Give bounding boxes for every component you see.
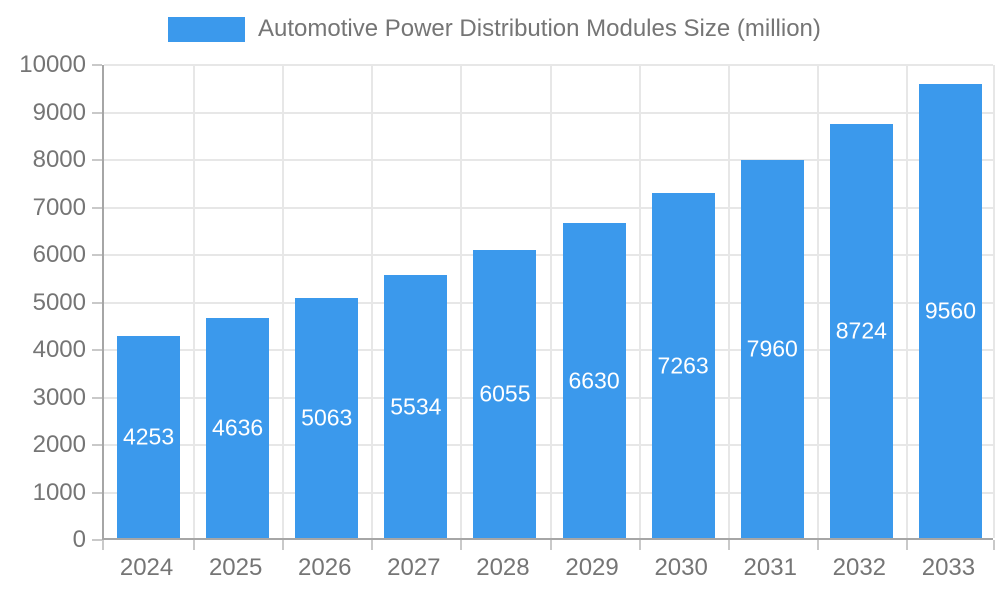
- y-axis-tick: [92, 111, 102, 114]
- grid-line-vertical: [460, 65, 463, 538]
- x-axis-tick: [816, 540, 819, 550]
- grid-line-horizontal: [104, 254, 993, 256]
- bar: 6630: [562, 223, 626, 538]
- x-tick-label: 2024: [119, 554, 174, 581]
- y-tick-label: 7000: [32, 193, 86, 221]
- chart-legend[interactable]: Automotive Power Distribution Modules Si…: [168, 15, 821, 43]
- grid-line-horizontal: [104, 159, 993, 161]
- grid-line-horizontal: [104, 301, 993, 304]
- grid-line-vertical: [638, 65, 641, 538]
- y-tick-label: 4000: [32, 336, 86, 363]
- grid-line-vertical: [905, 65, 908, 538]
- y-tick-label: 8000: [32, 146, 86, 173]
- x-tick-label: 2027: [387, 554, 441, 581]
- y-tick-label: 6000: [32, 241, 86, 268]
- y-axis-tick: [92, 64, 102, 66]
- bar-value-label: 8724: [835, 317, 887, 344]
- grid-line-horizontal: [104, 491, 993, 494]
- y-axis-tick: [92, 539, 102, 541]
- grid-line-horizontal: [104, 64, 993, 66]
- y-tick-label: 10000: [19, 51, 86, 78]
- bar-value-label: 4253: [122, 423, 175, 450]
- bar-value-label: 7960: [746, 335, 798, 362]
- bar-value-label: 5534: [390, 393, 442, 420]
- y-tick-label: 0: [72, 526, 86, 553]
- grid-line-horizontal: [104, 396, 993, 399]
- bar: 4253: [117, 335, 181, 538]
- y-axis-tick: [92, 491, 102, 494]
- x-axis-tick: [905, 540, 908, 550]
- x-axis-tick: [371, 540, 374, 550]
- bar-value-label: 6630: [568, 367, 620, 394]
- y-axis-tick: [92, 206, 102, 209]
- y-tick-label: 1000: [32, 478, 86, 506]
- bar: 7960: [740, 159, 804, 538]
- y-axis-tick: [92, 254, 102, 256]
- grid-line-horizontal: [104, 349, 993, 351]
- x-tick-label: 2029: [565, 554, 619, 581]
- legend-swatch-icon: [168, 16, 245, 42]
- x-axis-tick: [460, 540, 463, 550]
- grid-line-horizontal: [104, 111, 993, 114]
- x-axis-tick: [549, 540, 552, 550]
- bar: 5534: [384, 275, 448, 538]
- bar-value-label: 7263: [657, 352, 709, 378]
- grid-line-vertical: [993, 65, 995, 538]
- x-axis-tick: [193, 540, 196, 550]
- y-tick-label: 3000: [32, 383, 86, 411]
- grid-line-horizontal: [104, 444, 993, 446]
- x-tick-label: 2030: [654, 554, 708, 581]
- grid-line-vertical: [282, 65, 285, 538]
- grid-line-vertical: [816, 65, 819, 538]
- x-tick-label: 2032: [832, 554, 887, 581]
- bar: 9560: [918, 83, 982, 538]
- grid-line-vertical: [727, 65, 730, 538]
- y-tick-label: 9000: [32, 98, 86, 126]
- bar: 6055: [473, 250, 537, 538]
- x-axis-tick: [727, 540, 730, 550]
- grid-line-horizontal: [104, 206, 993, 209]
- y-axis-tick: [92, 444, 102, 446]
- grid-line-vertical: [371, 65, 374, 538]
- legend-label: Automotive Power Distribution Modules Si…: [258, 15, 821, 42]
- bar-value-label: 6055: [479, 380, 531, 407]
- plot-area: 4253 4636 5063 5534 6055 6630 7263 7960 8724 9560: [92, 64, 995, 550]
- y-axis-tick: [92, 159, 102, 161]
- x-axis-tick: [282, 540, 285, 550]
- x-axis-tick: [993, 540, 995, 550]
- y-axis-tick: [92, 301, 102, 304]
- grid-line-vertical: [193, 65, 196, 538]
- x-tick-label: 2031: [743, 554, 797, 581]
- x-tick-label: 2026: [298, 554, 352, 581]
- bar-value-label: 9560: [924, 297, 977, 324]
- x-axis-tick: [638, 540, 641, 550]
- bar: 8724: [829, 123, 893, 538]
- y-tick-label: 2000: [32, 431, 86, 458]
- grid-line-vertical: [549, 65, 552, 538]
- y-tick-label: 5000: [32, 288, 86, 316]
- bar-value-label: 5063: [301, 404, 353, 431]
- x-tick-label: 2025: [208, 554, 263, 581]
- bar: 5063: [295, 297, 359, 538]
- y-axis-tick: [92, 349, 102, 351]
- y-axis-tick: [92, 396, 102, 399]
- x-tick-label: 2028: [476, 554, 530, 581]
- bar: 7263: [651, 193, 715, 538]
- bar: 4636: [206, 317, 270, 538]
- bar-value-label: 4636: [212, 414, 264, 441]
- x-axis-tick: [102, 540, 104, 550]
- x-tick-label: 2033: [921, 554, 976, 581]
